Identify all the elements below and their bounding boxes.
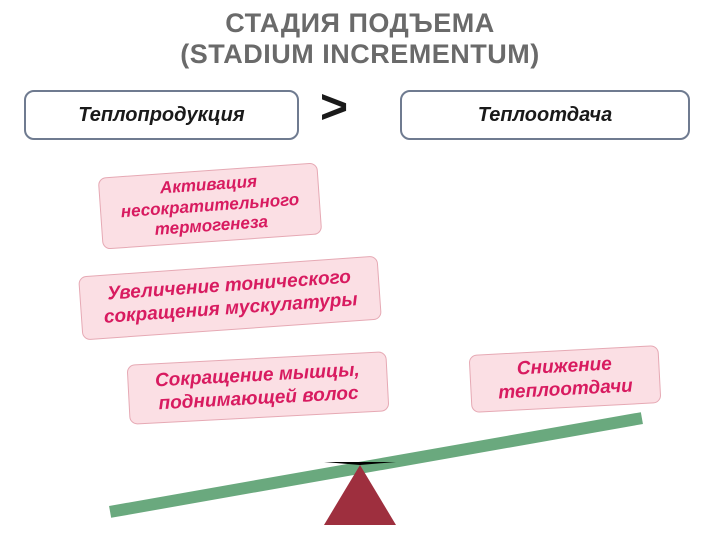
seesaw-pivot xyxy=(324,462,396,525)
callout-heatloss-text: Снижение теплоотдачи xyxy=(484,352,646,406)
greater-than-symbol: > xyxy=(320,80,348,135)
callout-activation-text: Активация несократительного термогенеза xyxy=(113,169,307,243)
callout-activation: Активация несократительного термогенеза xyxy=(98,162,322,249)
title-line2: (STADIUM INCREMENTUM) xyxy=(0,39,720,70)
callout-muscle-text: Сокращение мышцы, поднимающей волос xyxy=(142,359,374,417)
heat-production-box: Теплопродукция xyxy=(24,90,299,140)
callout-tonic-increase-text: Увеличение тонического сокращения мускул… xyxy=(94,266,367,330)
heat-production-label: Теплопродукция xyxy=(78,104,244,127)
heat-loss-box: Теплоотдача xyxy=(400,90,690,140)
callout-heatloss-reduction: Снижение теплоотдачи xyxy=(469,345,662,413)
callout-muscle-contraction: Сокращение мышцы, поднимающей волос xyxy=(127,351,390,425)
page-title: СТАДИЯ ПОДЪЕМА (STADIUM INCREMENTUM) xyxy=(0,8,720,70)
callout-tonic-increase: Увеличение тонического сокращения мускул… xyxy=(78,256,382,341)
title-line1: СТАДИЯ ПОДЪЕМА xyxy=(0,8,720,39)
heat-loss-label: Теплоотдача xyxy=(478,104,612,127)
